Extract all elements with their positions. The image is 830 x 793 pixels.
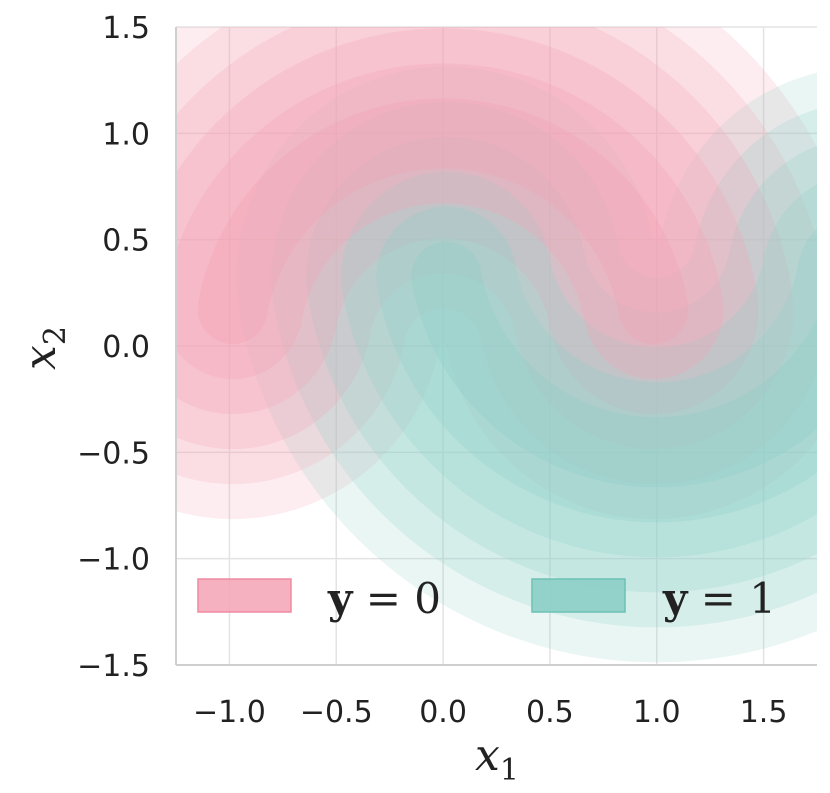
x-tick-labels: −1.0 −0.5 0.0 0.5 1.0 1.5 — [193, 695, 787, 730]
x-axis-label: x1 — [475, 730, 519, 788]
contour-band-class-1-level-2 — [341, 171, 817, 558]
legend-label-class-0: y = 0 — [327, 574, 441, 623]
y-tick-label-4: 0.5 — [102, 224, 150, 259]
contour-band-class-0-level-5 — [176, 27, 817, 520]
x-tick-label-1: −0.5 — [300, 695, 373, 730]
contour-band-class-1-level-1 — [376, 206, 817, 523]
y-tick-label-0: −1.5 — [77, 649, 150, 684]
y-tick-labels: −1.5 −1.0 −0.5 0.0 0.5 1.0 1.5 — [77, 11, 150, 684]
y-tick-label-6: 1.5 — [102, 11, 150, 46]
legend: y = 0 y = 1 — [197, 574, 776, 623]
x-tick-label-4: 1.0 — [633, 695, 681, 730]
x-tick-label-3: 0.5 — [526, 695, 574, 730]
legend-swatch-class-1 — [531, 578, 626, 613]
y-axis-label: x2 — [15, 326, 73, 370]
contour-band-class-0-level-2 — [176, 28, 759, 415]
contour-band-class-1-level-4 — [271, 101, 817, 628]
contour-band-class-1-level-5 — [236, 66, 817, 663]
contour-band-class-0-level-1 — [176, 63, 724, 380]
axes — [175, 27, 817, 666]
x-tick-label-5: 1.5 — [740, 695, 788, 730]
legend-label-class-1: y = 1 — [662, 574, 776, 623]
contour-band-class-0-level-3 — [176, 27, 794, 450]
y-tick-label-1: −1.0 — [77, 543, 150, 578]
x-tick-label-0: −1.0 — [193, 695, 266, 730]
legend-swatch-class-0 — [197, 578, 292, 613]
grid-lines — [176, 26, 817, 666]
contour-areas — [176, 27, 817, 663]
y-tick-label-5: 1.0 — [102, 117, 150, 152]
contour-band-class-0-level-4 — [176, 27, 817, 485]
contour-band-class-1-level-3 — [306, 136, 817, 593]
contour-band-class-1-level-0 — [411, 241, 817, 488]
y-tick-label-3: 0.0 — [102, 330, 150, 365]
x-tick-label-2: 0.0 — [419, 695, 467, 730]
y-tick-label-2: −0.5 — [77, 436, 150, 471]
contour-band-class-0-level-0 — [197, 98, 689, 345]
